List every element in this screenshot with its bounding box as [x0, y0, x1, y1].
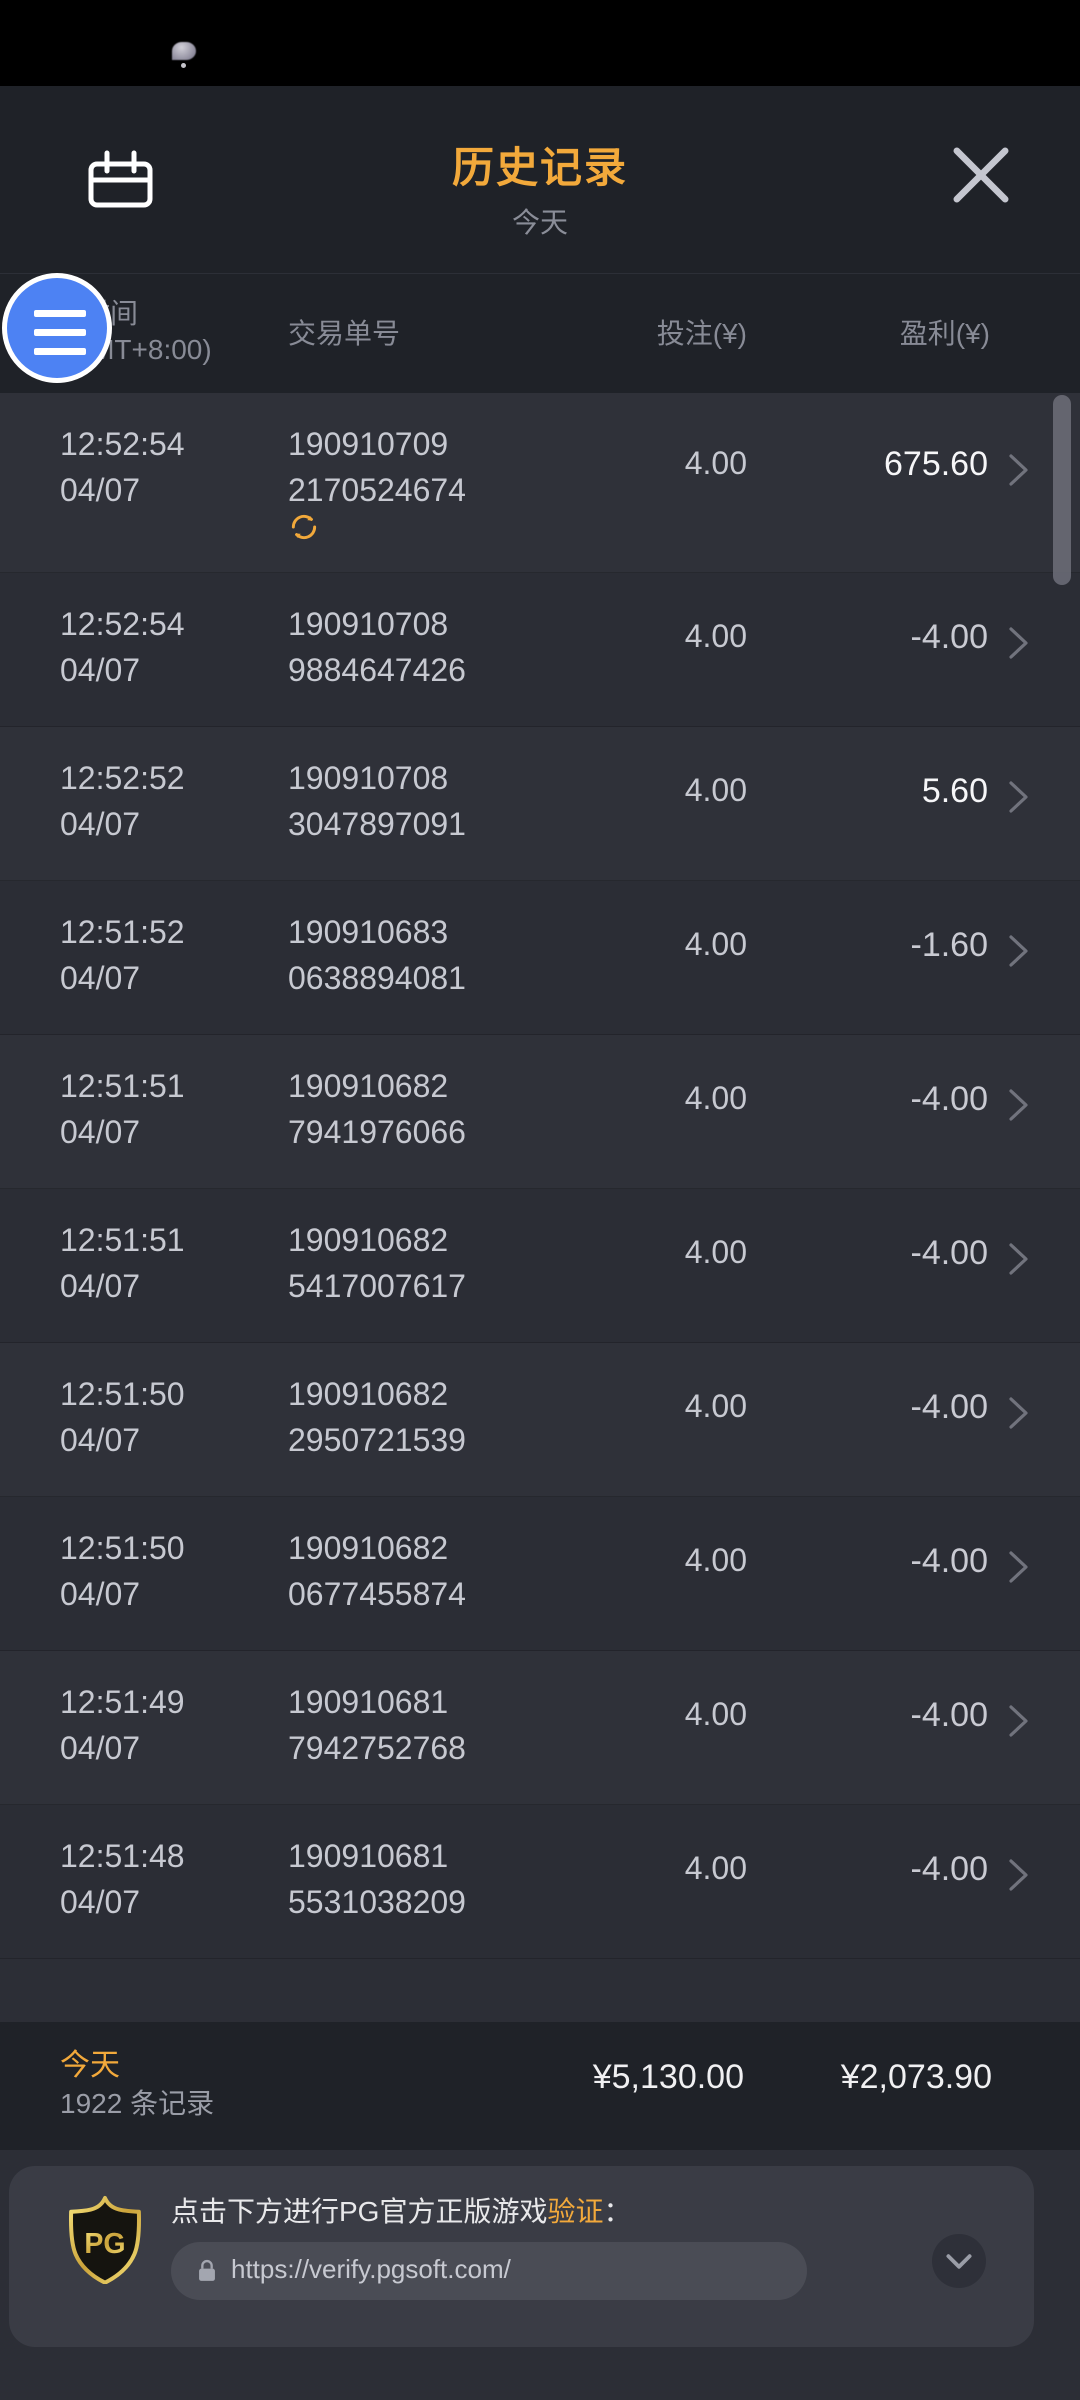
- svg-text:PG: PG: [84, 2228, 125, 2260]
